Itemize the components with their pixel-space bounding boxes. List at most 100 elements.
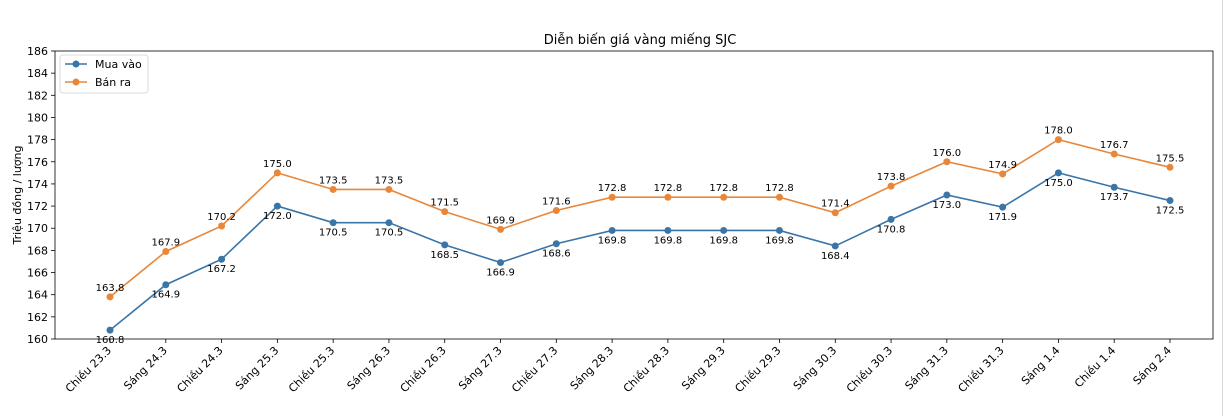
data-point xyxy=(720,226,728,234)
data-label: 171.9 xyxy=(988,212,1017,223)
x-tick-label: Sáng 26.3 xyxy=(345,344,394,393)
data-point xyxy=(1054,169,1062,177)
x-tick-label: Sáng 25.3 xyxy=(233,344,282,393)
data-point xyxy=(329,185,337,193)
x-tick-label: Chiều 1.4 xyxy=(1072,344,1118,390)
data-label: 174.9 xyxy=(988,160,1017,171)
data-point xyxy=(385,219,393,227)
data-point xyxy=(106,293,114,301)
data-point xyxy=(664,226,672,234)
data-point xyxy=(608,226,616,234)
series-line-1 xyxy=(109,171,1171,331)
data-label: 169.8 xyxy=(709,235,738,246)
series-line-2 xyxy=(109,138,1171,298)
data-label: 168.4 xyxy=(821,251,850,262)
data-point xyxy=(552,207,560,215)
data-label: 164.9 xyxy=(151,290,180,301)
x-tick-label: Chiều 29.3 xyxy=(732,344,783,395)
data-point xyxy=(497,259,505,267)
x-tick-label: Chiều 26.3 xyxy=(398,344,449,395)
y-tick-label: 160 xyxy=(27,333,48,346)
y-tick-label: 168 xyxy=(27,244,48,257)
data-point xyxy=(162,281,170,289)
data-label: 168.6 xyxy=(542,249,571,260)
data-label: 175.5 xyxy=(1156,153,1185,164)
data-label: 167.2 xyxy=(207,264,236,275)
y-tick-label: 164 xyxy=(27,289,48,302)
y-tick-label: 172 xyxy=(27,200,48,213)
data-label: 173.5 xyxy=(375,175,404,186)
legend-label: Mua vào xyxy=(95,58,142,71)
data-label: 173.5 xyxy=(319,175,348,186)
data-label: 169.8 xyxy=(654,235,683,246)
data-point xyxy=(441,208,449,216)
x-tick-label: Sáng 31.3 xyxy=(902,344,951,393)
data-point xyxy=(1054,136,1062,144)
data-label: 170.5 xyxy=(375,228,404,239)
data-point xyxy=(775,193,783,201)
x-tick-label: Sáng 2.4 xyxy=(1131,344,1175,388)
data-label: 178.0 xyxy=(1044,126,1073,137)
data-label: 171.4 xyxy=(821,199,850,210)
data-label: 172.8 xyxy=(765,183,794,194)
data-point xyxy=(887,215,895,223)
y-tick-label: 174 xyxy=(27,178,48,191)
data-label: 173.8 xyxy=(877,172,906,183)
data-label: 176.0 xyxy=(933,148,962,159)
data-point xyxy=(999,203,1007,211)
data-point xyxy=(162,247,170,255)
x-tick-label: Sáng 30.3 xyxy=(791,344,840,393)
chart-title: Diễn biến giá vàng miếng SJC xyxy=(544,33,737,48)
y-tick-label: 180 xyxy=(27,111,48,124)
x-tick-label: Sáng 29.3 xyxy=(679,344,728,393)
data-label: 170.8 xyxy=(877,224,906,235)
x-tick-label: Chiều 27.3 xyxy=(509,344,560,395)
data-point xyxy=(608,193,616,201)
data-point xyxy=(1110,183,1118,191)
data-label: 173.0 xyxy=(933,200,962,211)
data-label: 172.8 xyxy=(709,183,738,194)
data-point xyxy=(775,226,783,234)
x-tick-label: Chiều 24.3 xyxy=(174,344,225,395)
legend-marker xyxy=(72,78,80,86)
data-label: 173.7 xyxy=(1100,192,1129,203)
y-tick-label: 184 xyxy=(27,67,48,80)
x-tick-label: Chiều 23.3 xyxy=(63,344,114,395)
y-tick-label: 186 xyxy=(27,45,48,58)
data-label: 170.2 xyxy=(207,212,236,223)
y-tick-label: 178 xyxy=(27,134,48,147)
x-tick-label: Chiều 30.3 xyxy=(844,344,895,395)
data-label: 175.0 xyxy=(263,159,292,170)
data-label: 168.5 xyxy=(430,250,459,261)
data-label: 172.8 xyxy=(598,183,627,194)
data-label: 171.5 xyxy=(430,198,459,209)
y-tick-label: 166 xyxy=(27,267,48,280)
data-point xyxy=(943,191,951,199)
data-label: 169.8 xyxy=(598,235,627,246)
y-tick-label: 176 xyxy=(27,156,48,169)
x-tick-label: Chiều 25.3 xyxy=(286,344,337,395)
y-tick-label: 182 xyxy=(27,89,48,102)
axes-frame xyxy=(54,50,1214,340)
data-point xyxy=(218,255,226,263)
data-point xyxy=(385,185,393,193)
data-point xyxy=(552,240,560,248)
data-point xyxy=(1166,197,1174,205)
data-label: 172.8 xyxy=(654,183,683,194)
x-tick-label: Sáng 24.3 xyxy=(121,344,170,393)
data-label: 170.5 xyxy=(319,228,348,239)
legend-marker xyxy=(72,60,80,68)
data-label: 167.9 xyxy=(151,237,180,248)
data-point xyxy=(329,219,337,227)
data-point xyxy=(273,202,281,210)
y-tick-label: 170 xyxy=(27,222,48,235)
data-point xyxy=(218,222,226,230)
legend: Mua vào Bán ra xyxy=(59,54,149,94)
data-point xyxy=(720,193,728,201)
data-point xyxy=(497,225,505,233)
data-point xyxy=(943,158,951,166)
x-tick-label: Chiều 28.3 xyxy=(621,344,672,395)
data-label: 172.5 xyxy=(1156,206,1185,217)
